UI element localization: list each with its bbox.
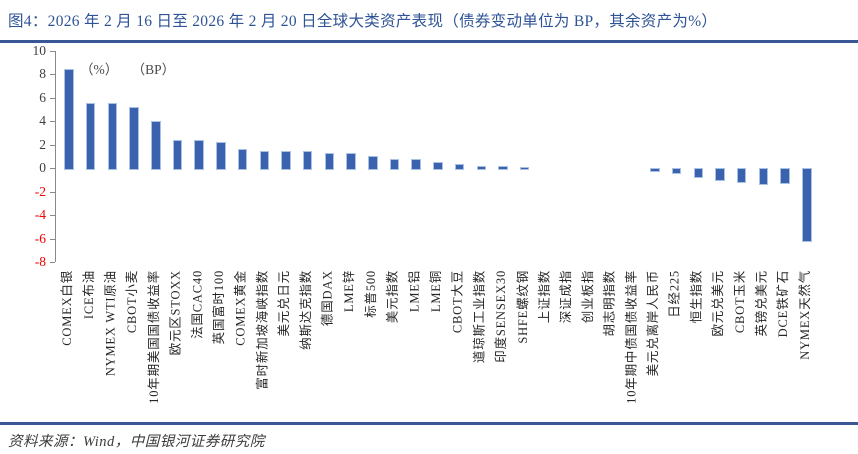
x-axis-label: CBOT玉米 xyxy=(732,270,747,334)
x-axis-label: 纳斯达克指数 xyxy=(298,270,313,350)
x-axis-label: 德国DAX xyxy=(320,270,335,327)
x-axis-label: 10年期中债国债收益率 xyxy=(624,270,639,404)
x-axis-label: SHFE螺纹钢 xyxy=(515,270,530,344)
y-axis-tickmark xyxy=(50,261,55,263)
bar xyxy=(758,168,769,185)
x-axis-label: CBOT小麦 xyxy=(125,270,140,334)
bar xyxy=(216,142,226,171)
bar xyxy=(715,168,725,181)
y-axis-tick-label: 8 xyxy=(39,66,46,82)
x-axis-label: 英镑兑美元 xyxy=(754,270,769,337)
bar xyxy=(736,168,747,184)
y-axis-tickmark xyxy=(50,215,55,217)
bar xyxy=(107,102,118,171)
y-axis-line xyxy=(55,51,56,262)
x-axis-label: 胡志明指数 xyxy=(602,270,617,337)
bar xyxy=(693,168,704,178)
bar xyxy=(85,102,96,171)
y-axis-tickmark xyxy=(50,121,55,123)
x-axis-label: COMEX黄金 xyxy=(233,270,248,346)
title-divider xyxy=(0,40,858,43)
y-axis-tickmark xyxy=(50,238,55,240)
bar xyxy=(389,158,400,171)
bar xyxy=(302,151,313,171)
x-axis-label: 英国富时100 xyxy=(212,270,227,345)
x-axis-label: 印度SENSEX30 xyxy=(494,270,509,363)
bar xyxy=(324,152,335,171)
bar xyxy=(411,159,421,171)
bar xyxy=(671,168,682,174)
footer-divider xyxy=(0,422,858,425)
bar xyxy=(650,168,660,172)
y-axis-tickmark xyxy=(50,51,55,52)
y-axis-tickmark xyxy=(50,97,55,99)
x-axis-label: 欧元兑美元 xyxy=(711,270,726,337)
bar xyxy=(346,152,356,171)
bar xyxy=(433,162,443,171)
bar xyxy=(454,164,465,171)
x-axis-label: CBOT大豆 xyxy=(450,270,465,334)
x-axis-label: NYMEX天然气 xyxy=(797,270,812,360)
y-axis-tick-label: -4 xyxy=(34,207,46,223)
x-axis-label: DCE铁矿石 xyxy=(776,270,791,338)
bar xyxy=(780,168,790,185)
source-note: 资料来源：Wind，中国银河证券研究院 xyxy=(8,434,265,450)
bar xyxy=(519,167,530,171)
y-axis-tickmark xyxy=(50,191,55,193)
x-axis-label: 美元指数 xyxy=(385,270,400,324)
x-axis-label: 法国CAC40 xyxy=(190,270,205,339)
bar xyxy=(476,165,487,171)
bar xyxy=(64,68,74,171)
bar xyxy=(194,140,204,171)
x-axis-label: 深证成指 xyxy=(559,270,574,324)
bar xyxy=(368,156,378,171)
y-axis-tick-label: -2 xyxy=(34,183,46,199)
x-axis-label: NYMEX WTI原油 xyxy=(103,270,118,377)
x-axis-label: 美元兑离岸人民币 xyxy=(646,270,661,377)
bar xyxy=(129,107,139,171)
x-axis-label: 10年期美国国债收益率 xyxy=(146,270,161,404)
bar xyxy=(281,151,291,171)
x-axis-label: COMEX白银 xyxy=(60,270,75,346)
bar xyxy=(498,166,508,171)
y-axis-tick-label: 2 xyxy=(39,136,46,152)
x-axis-label: 欧元区STOXX xyxy=(168,270,183,356)
bar xyxy=(259,150,270,171)
y-axis-tick-label: 4 xyxy=(39,113,46,129)
y-axis-tickmark xyxy=(50,144,55,146)
x-axis-label: 道琼斯工业指数 xyxy=(472,270,487,364)
y-axis-tickmark xyxy=(50,74,55,76)
y-axis-tick-label: -6 xyxy=(34,230,46,246)
x-axis-label: 创业板指 xyxy=(580,270,595,324)
y-axis-tick-label: 6 xyxy=(39,89,46,105)
x-axis-label: 日经225 xyxy=(667,270,682,318)
bar xyxy=(151,121,161,171)
figure-title: 图4：2026 年 2 月 16 日至 2026 年 2 月 20 日全球大类资… xyxy=(8,13,718,30)
y-axis-tick-label: -8 xyxy=(34,253,46,269)
x-axis-label: LME铜 xyxy=(429,270,444,313)
x-axis-label: 上证指数 xyxy=(537,270,552,324)
y-axis-tick-label: 0 xyxy=(39,160,46,176)
x-axis-label: 富时新加坡海峡指数 xyxy=(255,270,270,390)
bar xyxy=(802,168,812,242)
axis-unit-label: （%） （BP） xyxy=(80,62,176,77)
x-axis-label: 美元兑日元 xyxy=(277,270,292,337)
bar xyxy=(172,140,183,171)
x-axis-label: 恒生指数 xyxy=(689,270,704,324)
y-axis-tick-label: 10 xyxy=(32,43,47,58)
y-axis-tickmark xyxy=(50,168,55,170)
x-axis-label: LME锌 xyxy=(342,270,357,313)
x-axis-label: ICE布油 xyxy=(81,270,96,320)
x-axis-label: LME铝 xyxy=(407,270,422,313)
x-axis-label: 标普500 xyxy=(363,270,378,318)
bar xyxy=(237,149,248,171)
